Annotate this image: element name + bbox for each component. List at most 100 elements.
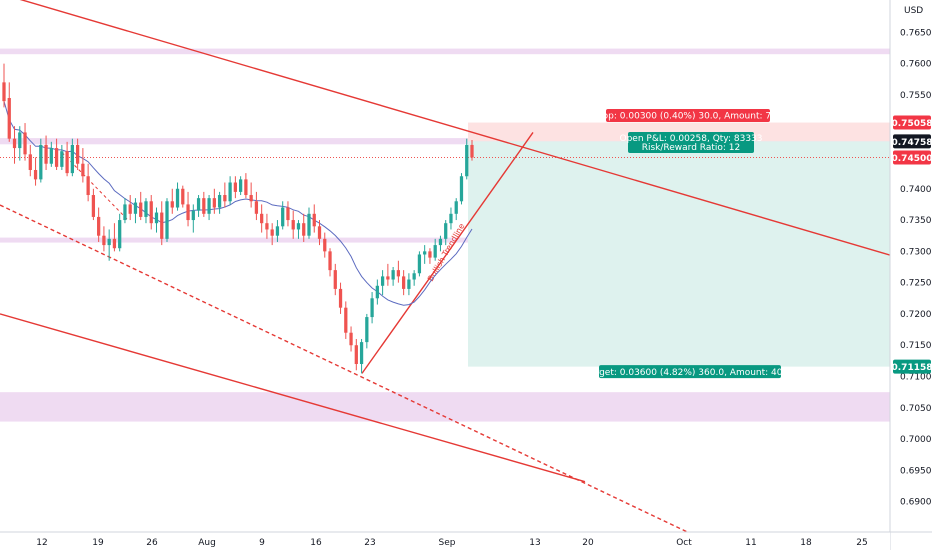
candle-body[interactable] bbox=[365, 317, 369, 343]
candle-body[interactable] bbox=[81, 163, 85, 177]
candle-body[interactable] bbox=[18, 132, 22, 149]
candle-body[interactable] bbox=[260, 213, 264, 224]
price-axis[interactable]: USD 0.690000.695000.700000.705000.710000… bbox=[889, 0, 932, 550]
stop-zone[interactable] bbox=[468, 122, 890, 142]
target-zone[interactable] bbox=[468, 141, 890, 367]
candle-body[interactable] bbox=[417, 254, 422, 274]
candle-body[interactable] bbox=[354, 345, 358, 365]
candle-body[interactable] bbox=[202, 198, 206, 214]
candle-body[interactable] bbox=[370, 298, 374, 318]
candle-body[interactable] bbox=[465, 144, 469, 177]
candle-body[interactable] bbox=[175, 188, 180, 208]
candle-body[interactable] bbox=[33, 169, 38, 180]
candle-body[interactable] bbox=[160, 212, 164, 239]
candle-body[interactable] bbox=[396, 270, 401, 277]
candle-body[interactable] bbox=[375, 285, 379, 299]
candle-body[interactable] bbox=[70, 144, 74, 174]
candle-body[interactable] bbox=[433, 245, 437, 258]
pnl-label[interactable]: Open P&L: 0.00258, Qty: 83333Risk/Reward… bbox=[620, 132, 763, 153]
candle-body[interactable] bbox=[144, 201, 148, 217]
lower-channel-line[interactable] bbox=[0, 313, 586, 483]
mid-channel-line[interactable] bbox=[0, 204, 700, 538]
candle-body[interactable] bbox=[28, 154, 32, 170]
candle-body[interactable] bbox=[407, 279, 411, 289]
candle-body[interactable] bbox=[39, 144, 43, 180]
candle-body[interactable] bbox=[270, 229, 274, 236]
candle-body[interactable] bbox=[107, 238, 111, 246]
candle-body[interactable] bbox=[23, 132, 27, 155]
price-badge[interactable] bbox=[893, 359, 931, 374]
candle-body[interactable] bbox=[296, 223, 301, 230]
candle-body[interactable] bbox=[470, 144, 474, 158]
candle-body[interactable] bbox=[133, 202, 138, 214]
candle-body[interactable] bbox=[281, 207, 285, 227]
candle-body[interactable] bbox=[233, 182, 238, 192]
candle-body[interactable] bbox=[139, 202, 143, 217]
bullish-trendline[interactable] bbox=[361, 132, 534, 374]
candle-body[interactable] bbox=[97, 216, 101, 236]
candle-body[interactable] bbox=[2, 82, 6, 102]
upper-channel-line[interactable] bbox=[0, 0, 890, 256]
candle-body[interactable] bbox=[191, 210, 195, 221]
candle-body[interactable] bbox=[265, 223, 269, 230]
candle-body[interactable] bbox=[312, 213, 316, 227]
candle-body[interactable] bbox=[423, 251, 427, 255]
candle-body[interactable] bbox=[123, 204, 127, 221]
candle-body[interactable] bbox=[238, 179, 243, 192]
candle-body[interactable] bbox=[228, 182, 232, 202]
candle-body[interactable] bbox=[307, 213, 311, 236]
candle-body[interactable] bbox=[154, 212, 159, 224]
candle-body[interactable] bbox=[249, 195, 253, 202]
candle-body[interactable] bbox=[207, 198, 211, 214]
candle-body[interactable] bbox=[275, 226, 280, 236]
candle-body[interactable] bbox=[428, 251, 432, 258]
candle-body[interactable] bbox=[302, 223, 306, 236]
candle-body[interactable] bbox=[444, 223, 448, 239]
candle-body[interactable] bbox=[186, 204, 190, 221]
candle-body[interactable] bbox=[359, 342, 364, 365]
price-badge[interactable] bbox=[893, 134, 931, 149]
price-badge[interactable] bbox=[893, 115, 931, 130]
candle-body[interactable] bbox=[286, 207, 290, 221]
candle-body[interactable] bbox=[60, 151, 64, 167]
candle-body[interactable] bbox=[344, 307, 348, 333]
candle-body[interactable] bbox=[449, 213, 453, 224]
candle-body[interactable] bbox=[91, 195, 96, 217]
candle-body[interactable] bbox=[402, 276, 406, 289]
candle-body[interactable] bbox=[128, 204, 132, 214]
candle-body[interactable] bbox=[170, 201, 174, 208]
stop-label[interactable]: Stop: 0.00300 (0.40%) 30.0, Amount: 750 bbox=[593, 109, 783, 123]
candle-body[interactable] bbox=[118, 220, 122, 249]
candle-body[interactable] bbox=[44, 144, 48, 164]
candle-body[interactable] bbox=[386, 276, 390, 280]
candle-body[interactable] bbox=[454, 201, 458, 214]
time-axis[interactable]: 12 19 26 Aug 9 16 23 Sep 13 20 Oct 11 18 25 bbox=[0, 531, 932, 550]
candle-body[interactable] bbox=[112, 238, 117, 249]
candle-body[interactable] bbox=[412, 273, 416, 280]
candle-body[interactable] bbox=[391, 270, 395, 280]
candle-body[interactable] bbox=[75, 144, 80, 164]
candle-body[interactable] bbox=[380, 276, 385, 286]
candle-body[interactable] bbox=[181, 188, 185, 205]
candle-body[interactable] bbox=[349, 332, 353, 346]
candle-body[interactable] bbox=[223, 195, 227, 202]
candle-body[interactable] bbox=[438, 238, 443, 246]
candle-body[interactable] bbox=[196, 198, 201, 211]
candle-body[interactable] bbox=[54, 148, 59, 167]
candle-body[interactable] bbox=[254, 201, 259, 214]
candle-body[interactable] bbox=[12, 138, 17, 149]
candle-body[interactable] bbox=[217, 195, 222, 208]
candle-body[interactable] bbox=[338, 288, 343, 308]
candle-body[interactable] bbox=[149, 201, 153, 224]
candle-body[interactable] bbox=[291, 220, 295, 230]
candle-body[interactable] bbox=[328, 251, 332, 271]
candle-body[interactable] bbox=[65, 151, 69, 174]
candle-body[interactable] bbox=[323, 238, 327, 252]
candle-body[interactable] bbox=[212, 198, 216, 208]
candle-body[interactable] bbox=[317, 226, 322, 239]
target-label[interactable]: Target: 0.03600 (4.82%) 360.0, Amount: 4… bbox=[585, 365, 794, 379]
candle-body[interactable] bbox=[86, 176, 90, 196]
candle-body[interactable] bbox=[244, 179, 248, 196]
